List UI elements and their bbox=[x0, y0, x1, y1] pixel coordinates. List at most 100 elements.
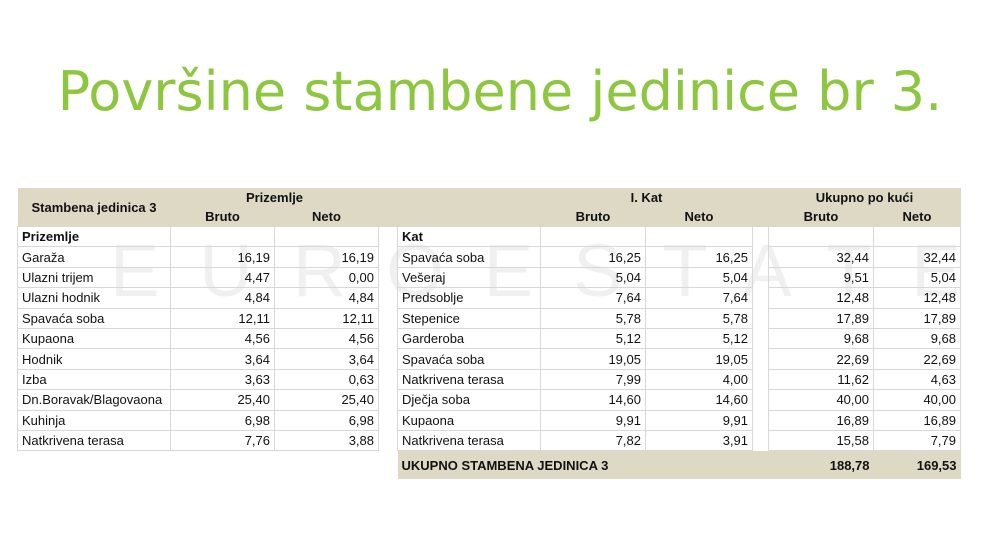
cell-lb: 16,19 bbox=[170, 246, 275, 268]
cell-r: Kupaona bbox=[397, 409, 541, 431]
cell-tb: 9,68 bbox=[768, 327, 874, 350]
header-group-prizemlje: Prizemlje bbox=[170, 188, 379, 207]
cell-tn: 7,79 bbox=[873, 429, 961, 452]
cell-lb: 4,47 bbox=[170, 266, 275, 289]
cell-tn: 40,00 bbox=[873, 389, 961, 411]
cell-rn: 14,60 bbox=[645, 389, 753, 411]
table-row: Hodnik 3,64 3,64 Spavaća soba 19,05 19,05 22,6… bbox=[17, 348, 961, 370]
cell-tn: 9,68 bbox=[873, 327, 961, 350]
cell-ln: 25,40 bbox=[274, 389, 379, 411]
cell-tn: 32,44 bbox=[873, 246, 961, 268]
table-row: Kuhinja 6,98 6,98 Kupaona 9,91 9,91 16,89 16,89 bbox=[17, 409, 961, 431]
cell-tb: 12,48 bbox=[768, 287, 874, 309]
cell-tb: 11,62 bbox=[768, 368, 874, 391]
table-row: Ulazni trijem 4,47 0,00 Vešeraj 5,04 5,04 9,51… bbox=[17, 266, 961, 289]
cell-tn: 5,04 bbox=[873, 266, 961, 289]
cell-r: Spavaća soba bbox=[397, 348, 541, 370]
cell-r: Dječja soba bbox=[397, 389, 541, 411]
cell-l: Ulazni hodnik bbox=[17, 287, 171, 309]
cell-tb: 9,51 bbox=[768, 266, 874, 289]
cell-lb: 3,63 bbox=[170, 368, 275, 391]
cell-rb: 7,64 bbox=[540, 287, 646, 309]
cell-lb: 4,56 bbox=[170, 327, 275, 350]
table-row: Izba 3,63 0,63 Natkrivena terasa 7,99 4,00 11,… bbox=[17, 368, 961, 391]
cell-rb: 19,05 bbox=[540, 348, 646, 370]
cell-ln: 3,88 bbox=[274, 429, 379, 452]
header-neto: Neto bbox=[645, 207, 753, 227]
cell-lb: 25,40 bbox=[170, 389, 275, 411]
cell-rn: 4,00 bbox=[645, 368, 753, 391]
cell-r: Vešeraj bbox=[397, 266, 541, 289]
table-row: Ulazni hodnik 4,84 4,84 Predsoblje 7,64 7,64 1… bbox=[17, 287, 961, 309]
cell-lb: 3,64 bbox=[170, 348, 275, 370]
table-row: Garaža 16,19 16,19 Spavaća soba 16,25 16,25 32… bbox=[17, 246, 961, 268]
cell-ln: 0,00 bbox=[274, 266, 379, 289]
cell-rn: 5,12 bbox=[645, 327, 753, 350]
cell-tn: 12,48 bbox=[873, 287, 961, 309]
cell-l: Kupaona bbox=[17, 327, 171, 350]
cell-ln: 4,84 bbox=[274, 287, 379, 309]
cell-l: Natkrivena terasa bbox=[17, 429, 171, 452]
cell-r: Stepenice bbox=[397, 307, 541, 329]
cell-tb: 40,00 bbox=[768, 389, 874, 411]
cell-l: Dn.Boravak/Blagovaona bbox=[17, 389, 171, 411]
table-row: Dn.Boravak/Blagovaona 25,40 25,40 Dječja so… bbox=[17, 389, 961, 411]
header-bruto: Bruto bbox=[170, 207, 275, 227]
cell-rn: 3,91 bbox=[645, 429, 753, 452]
cell-rb: 5,78 bbox=[540, 307, 646, 329]
cell-ln: 16,19 bbox=[274, 246, 379, 268]
table-row: Kupaona 4,56 4,56 Garderoba 5,12 5,12 9,68 9,68 bbox=[17, 327, 961, 350]
cell-tb: 16,89 bbox=[768, 409, 874, 431]
page-title: Površine stambene jedinice br 3. bbox=[57, 60, 943, 123]
cell-lb: 7,76 bbox=[170, 429, 275, 452]
cell-rn: 5,04 bbox=[645, 266, 753, 289]
cell-tn: 17,89 bbox=[873, 307, 961, 329]
cell-rb: 14,60 bbox=[540, 389, 646, 411]
cell-ln: 3,64 bbox=[274, 348, 379, 370]
cell-l: Spavaća soba bbox=[17, 307, 171, 329]
cell-ln: 4,56 bbox=[274, 327, 379, 350]
cell-rn: 5,78 bbox=[645, 307, 753, 329]
cell-rn: 9,91 bbox=[645, 409, 753, 431]
cell-rb: 7,82 bbox=[540, 429, 646, 452]
cell-lb: 4,84 bbox=[170, 287, 275, 309]
cell-ln: 0,63 bbox=[274, 368, 379, 391]
cell-rb: 9,91 bbox=[540, 409, 646, 431]
section-label-prizemlje: Prizemlje bbox=[17, 225, 171, 248]
cell-r: Spavaća soba bbox=[397, 246, 541, 268]
cell-l: Garaža bbox=[17, 246, 171, 268]
cell-tb: 22,69 bbox=[768, 348, 874, 370]
header-group-kat: I. Kat bbox=[540, 188, 753, 207]
header-bruto: Bruto bbox=[768, 207, 874, 227]
cell-tb: 17,89 bbox=[768, 307, 874, 329]
header-group-total: Ukupno po kući bbox=[768, 188, 961, 207]
header-neto: Neto bbox=[274, 207, 379, 227]
cell-r: Natkrivena terasa bbox=[397, 368, 541, 391]
cell-rn: 19,05 bbox=[645, 348, 753, 370]
section-label-kat: Kat bbox=[397, 225, 541, 248]
cell-l: Kuhinja bbox=[17, 409, 171, 431]
cell-rn: 7,64 bbox=[645, 287, 753, 309]
cell-l: Hodnik bbox=[17, 348, 171, 370]
cell-lb: 12,11 bbox=[170, 307, 275, 329]
total-neto: 169,53 bbox=[873, 450, 961, 480]
cell-tb: 32,44 bbox=[768, 246, 874, 268]
header-neto: Neto bbox=[873, 207, 961, 227]
table-row: Spavaća soba 12,11 12,11 Stepenice 5,78 5,78 1… bbox=[17, 307, 961, 329]
cell-rb: 5,12 bbox=[540, 327, 646, 350]
cell-rb: 7,99 bbox=[540, 368, 646, 391]
cell-r: Predsoblje bbox=[397, 287, 541, 309]
cell-r: Natkrivena terasa bbox=[397, 429, 541, 452]
total-label: UKUPNO STAMBENA JEDINICA 3 bbox=[397, 450, 769, 480]
cell-r: Garderoba bbox=[397, 327, 541, 350]
cell-l: Ulazni trijem bbox=[17, 266, 171, 289]
cell-ln: 6,98 bbox=[274, 409, 379, 431]
cell-tn: 16,89 bbox=[873, 409, 961, 431]
area-table: Stambena jedinica 3 Prizemlje I. Kat Uku… bbox=[17, 188, 961, 480]
cell-rn: 16,25 bbox=[645, 246, 753, 268]
table-row: Natkrivena terasa 7,76 3,88 Natkrivena tera… bbox=[17, 429, 961, 452]
cell-rb: 5,04 bbox=[540, 266, 646, 289]
total-bruto: 188,78 bbox=[768, 450, 874, 480]
header-bruto: Bruto bbox=[540, 207, 646, 227]
cell-tb: 15,58 bbox=[768, 429, 874, 452]
